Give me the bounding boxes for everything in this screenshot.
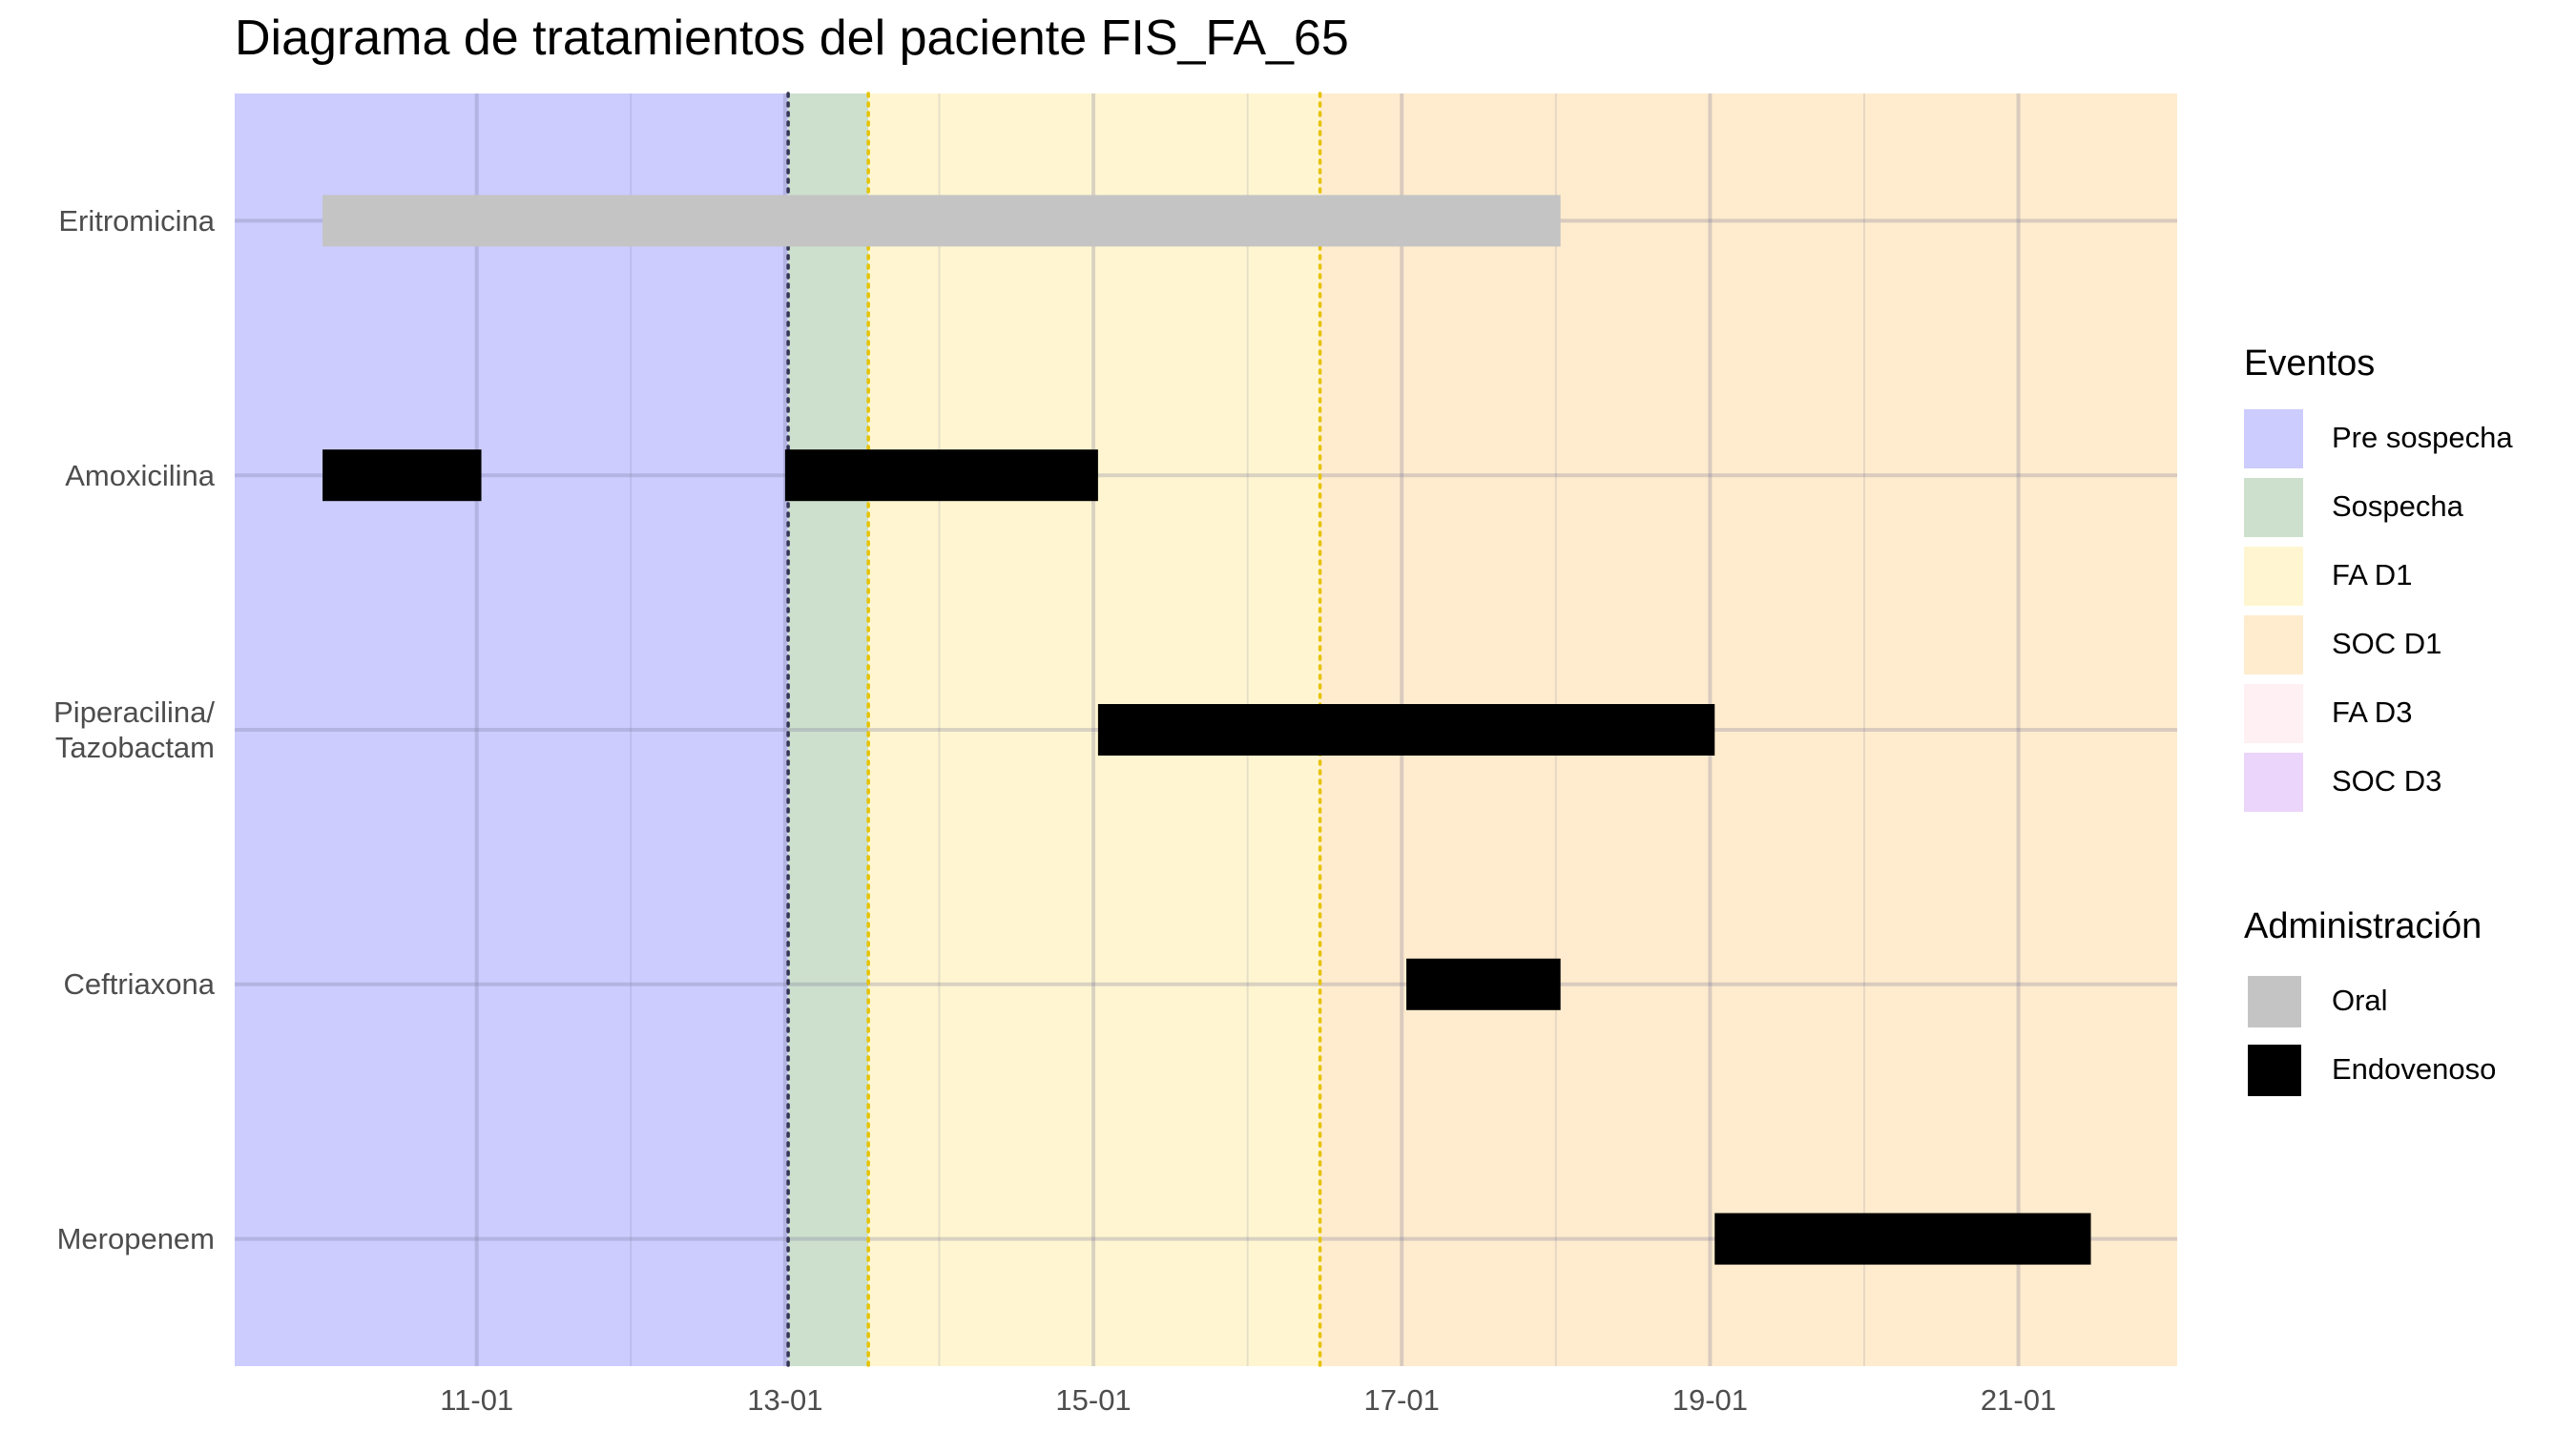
- phase-sospecha: [788, 93, 869, 1366]
- treatment-bars: [322, 195, 2091, 1265]
- legend-item: SOC D1: [2244, 608, 2441, 676]
- treatment-bar: [322, 195, 1561, 247]
- treatment-bar: [322, 449, 482, 502]
- legend-label: SOC D1: [2332, 627, 2442, 660]
- legend-item: FA D3: [2244, 676, 2412, 745]
- legend-key: [2244, 547, 2303, 606]
- chart-title: Diagrama de tratamientos del paciente FI…: [235, 10, 1349, 66]
- legend-label: Oral: [2332, 984, 2388, 1017]
- y-tick-label: Piperacilina/ Tazobactam: [53, 695, 215, 764]
- event-lines: [786, 92, 1322, 1368]
- legend-group: Eventos Pre sospecha Sospecha FA D1 SOC D1 FA…: [2244, 343, 2513, 814]
- legend-item: Endovenoso: [2244, 1033, 2496, 1102]
- treatment-bar: [1406, 958, 1561, 1010]
- y-tick-label: Ceftriaxona: [63, 967, 215, 1002]
- legend-key: [2244, 615, 2303, 674]
- x-tick-label: 19-01: [1672, 1383, 1749, 1417]
- x-tick-label: 17-01: [1363, 1383, 1440, 1417]
- y-tick-label: Amoxicilina: [65, 458, 215, 492]
- legend-label: Sospecha: [2332, 489, 2463, 523]
- legend-label: Endovenoso: [2332, 1052, 2497, 1086]
- legend-title: Eventos: [2244, 343, 2376, 384]
- legend-item: Pre sospecha: [2244, 402, 2513, 470]
- legend-label: SOC D3: [2332, 764, 2442, 798]
- legend-item: Sospecha: [2244, 470, 2463, 539]
- legend-label: FA D3: [2332, 695, 2413, 729]
- y-tick-label: Eritromicina: [58, 203, 215, 238]
- legend-title: Administración: [2244, 906, 2483, 946]
- y-tick-label: Meropenem: [56, 1222, 215, 1256]
- legend-key: [2244, 684, 2303, 743]
- legend-item: FA D1: [2244, 539, 2412, 608]
- legend-key: [2244, 409, 2303, 468]
- legend-key: [2248, 1045, 2301, 1096]
- legend-label: FA D1: [2332, 558, 2413, 591]
- x-tick-label: 15-01: [1055, 1383, 1132, 1417]
- treatment-bar: [1097, 704, 1715, 756]
- legend-key: [2244, 753, 2303, 812]
- legend-group: Administración Oral Endovenoso: [2244, 906, 2496, 1102]
- legend-item: SOC D3: [2244, 745, 2441, 814]
- legend-key: [2244, 478, 2303, 537]
- treatment-bar: [1714, 1213, 2091, 1265]
- legend-key: [2248, 976, 2301, 1027]
- x-tick-label: 21-01: [1980, 1383, 2057, 1417]
- x-tick-label: 13-01: [747, 1383, 823, 1417]
- treatment-bar: [784, 449, 1098, 502]
- x-tick-label: 11-01: [440, 1383, 514, 1417]
- legend-label: Pre sospecha: [2332, 421, 2513, 454]
- phase-pre-sospecha: [235, 93, 789, 1366]
- legend-item: Oral: [2244, 964, 2482, 1033]
